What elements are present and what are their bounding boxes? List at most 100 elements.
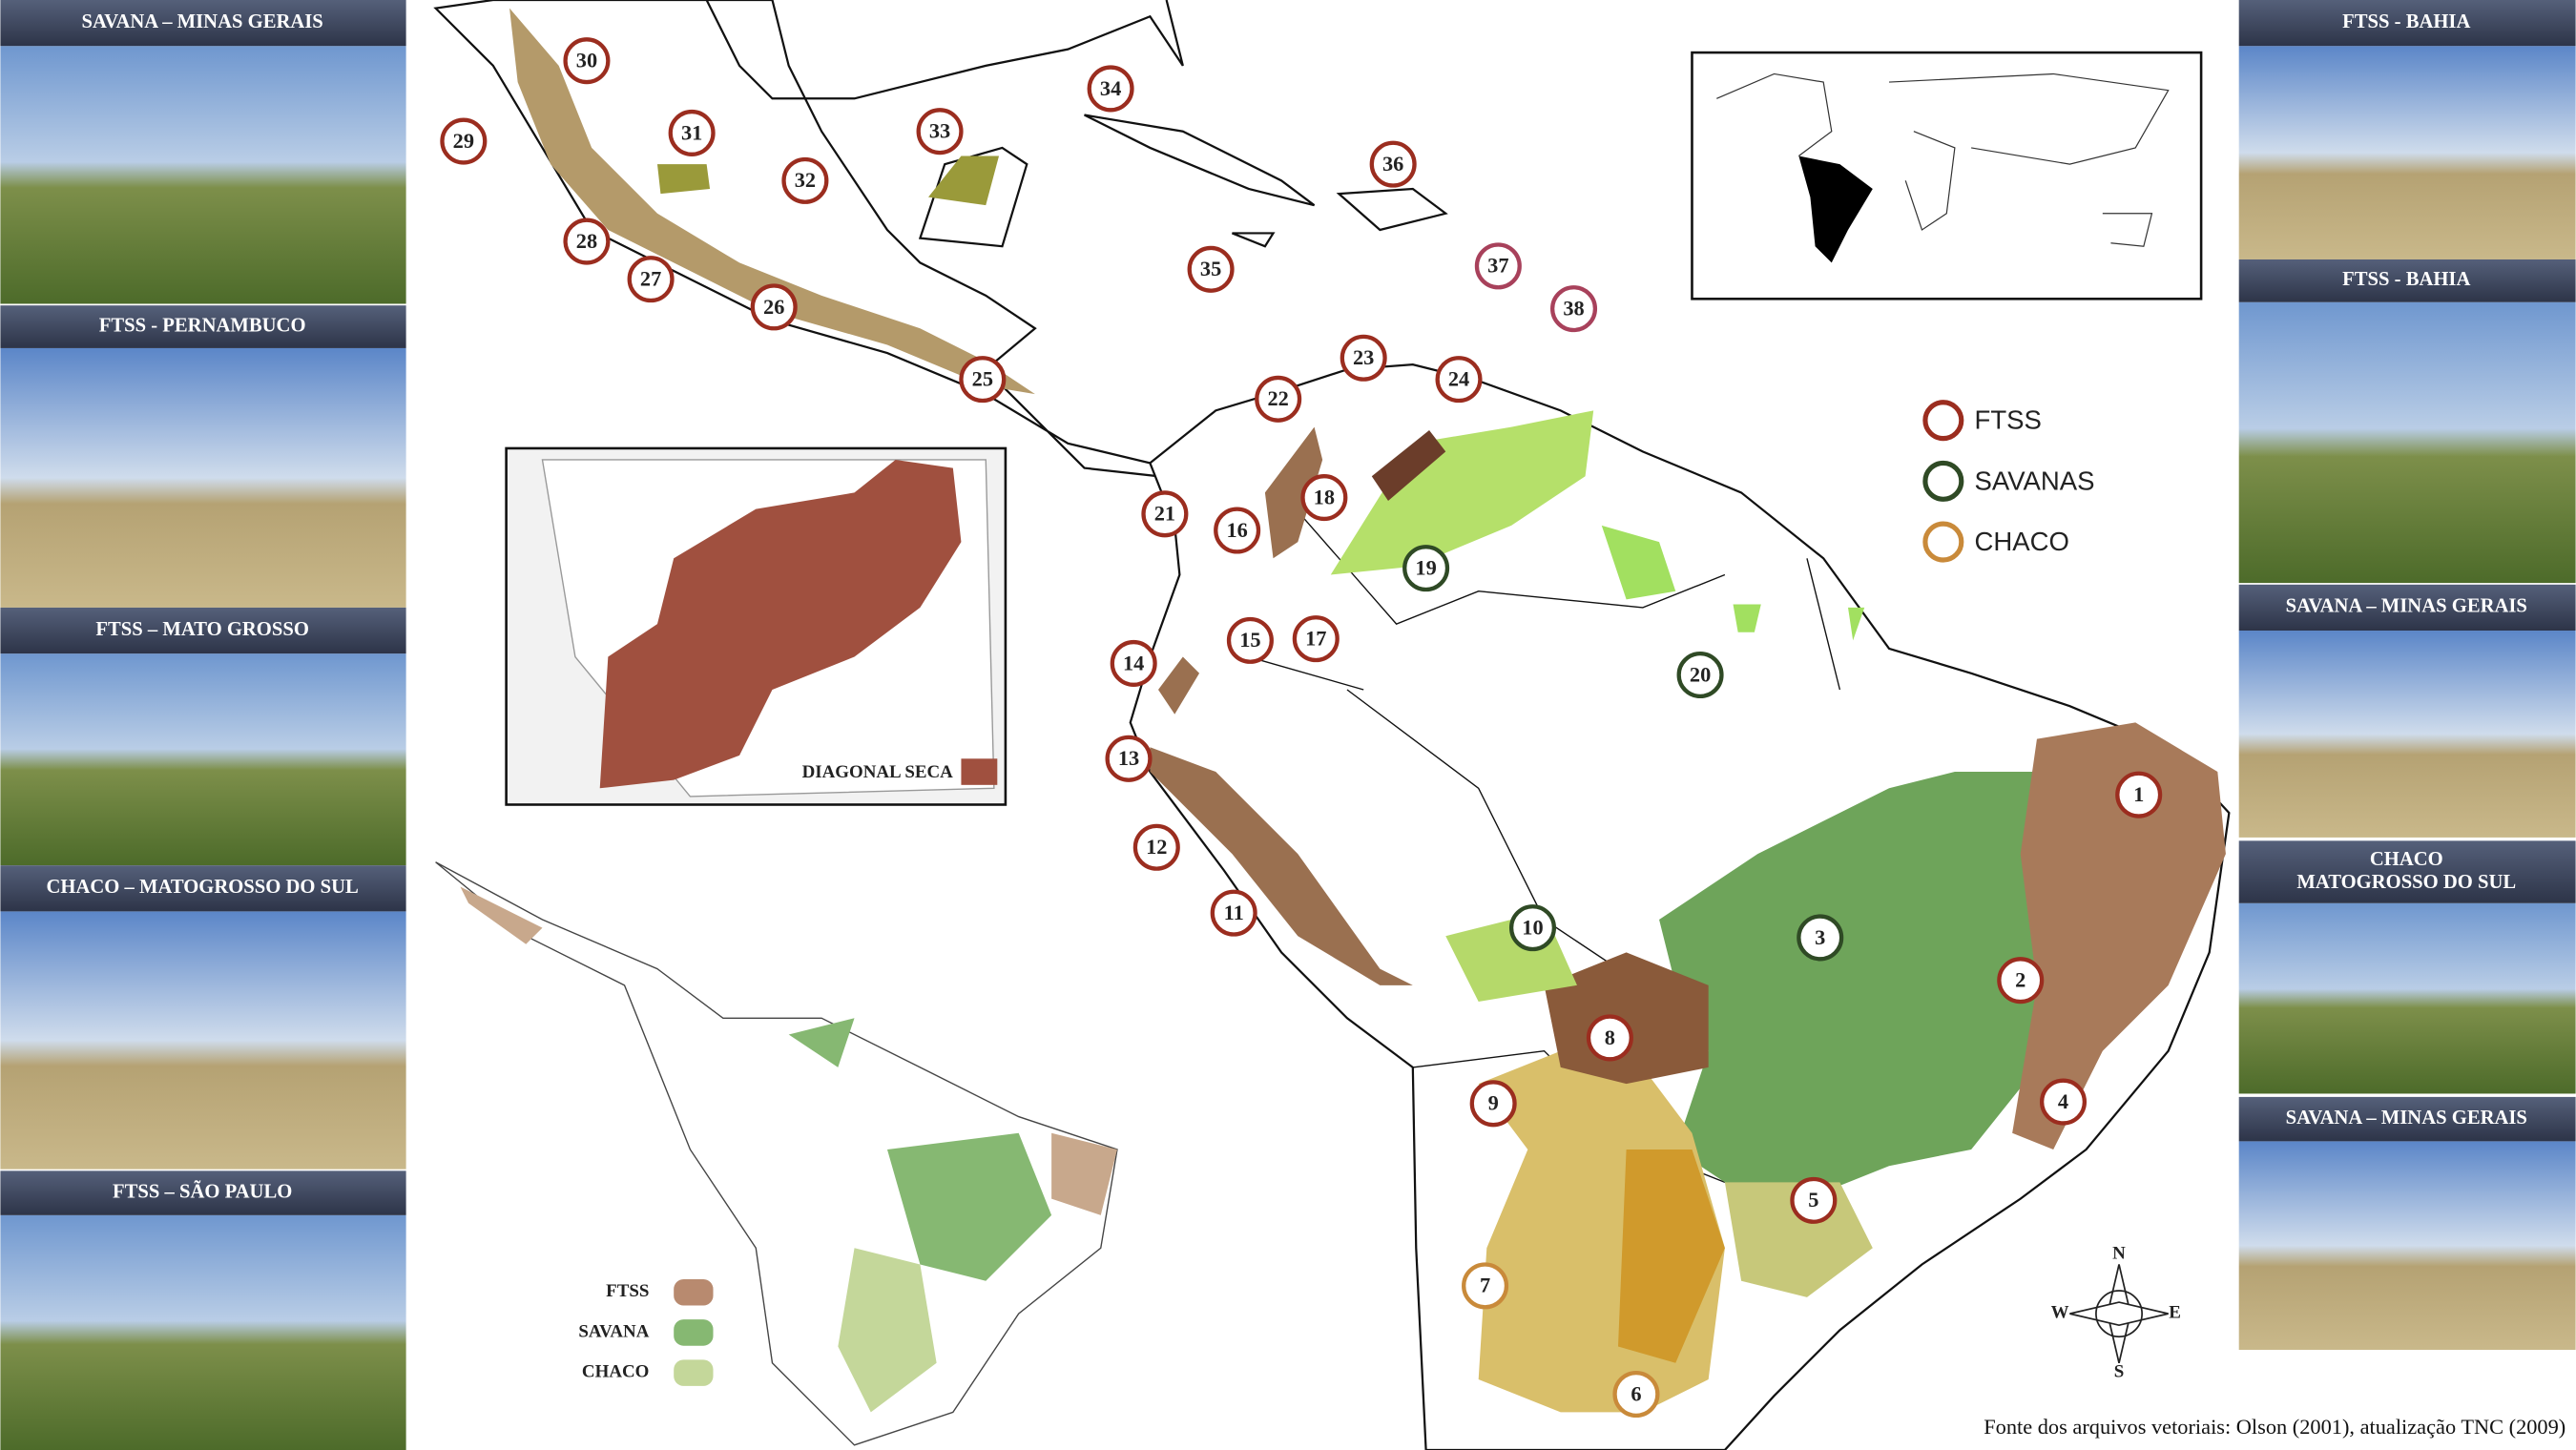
site-number: 27 — [640, 267, 661, 291]
compass-letter: N — [2112, 1243, 2126, 1263]
site-marker — [1340, 334, 1387, 382]
site-number: 19 — [1415, 555, 1436, 579]
mini-legend-swatch — [674, 1278, 714, 1306]
ftss-caatinga — [2012, 722, 2226, 1150]
site-number: 34 — [1100, 76, 1121, 100]
site-marker — [1676, 651, 1724, 699]
mini-legend-label: CHACO — [582, 1361, 649, 1381]
site-marker — [1292, 615, 1340, 663]
site-number: 21 — [1154, 502, 1175, 526]
legend-label: SAVANAS — [1975, 466, 2095, 495]
ftss-andes — [1150, 426, 1413, 985]
ftss-chiquitano — [1544, 952, 1709, 1085]
site-marker — [1474, 242, 1522, 290]
site-marker — [2115, 771, 2163, 818]
site-marker — [627, 256, 675, 303]
mini-chaco — [838, 1248, 937, 1413]
site-number: 15 — [1239, 628, 1260, 652]
legend-label: CHACO — [1975, 527, 2069, 556]
north-america-coast — [705, 0, 1184, 100]
site-number: 13 — [1118, 746, 1139, 770]
hispaniola — [1336, 187, 1448, 232]
site-number: 14 — [1123, 651, 1144, 674]
photo-caption: FTSS – MATO GROSSO — [95, 619, 308, 640]
photo-caption: FTSS – SÃO PAULO — [113, 1180, 292, 1202]
photo-caption-bar — [0, 1170, 406, 1215]
photo-caption-bar — [2238, 840, 2576, 903]
ftss-mexico — [509, 8, 1035, 395]
site-number: 28 — [576, 229, 597, 253]
site-marker — [1469, 1080, 1517, 1128]
site-marker — [1087, 65, 1134, 113]
photo-caption-bar — [2238, 1096, 2576, 1142]
site-number: 37 — [1487, 254, 1508, 278]
savana-llanos — [1330, 410, 1594, 575]
site-marker — [1612, 1370, 1660, 1419]
site-number: 18 — [1314, 485, 1335, 508]
site-number: 33 — [929, 119, 950, 143]
photo-caption: MATOGROSSO DO SUL — [2296, 872, 2516, 893]
site-marker — [1435, 356, 1483, 404]
site-number: 2 — [2015, 968, 2025, 992]
site-marker — [1790, 1176, 1838, 1224]
site-marker — [440, 117, 488, 165]
site-marker — [1586, 1014, 1633, 1062]
site-number: 4 — [2058, 1089, 2068, 1113]
savana-region — [1659, 772, 2070, 1199]
photo — [0, 46, 406, 304]
photo-caption: SAVANA – MINAS GERAIS — [2286, 1108, 2527, 1129]
photo — [2238, 46, 2576, 259]
site-number: 12 — [1146, 835, 1167, 859]
mini-savana — [788, 1018, 1052, 1281]
site-marker — [563, 218, 611, 265]
site-number: 38 — [1563, 296, 1584, 320]
site-marker — [1797, 914, 1844, 962]
photo-caption: FTSS - BAHIA — [2342, 11, 2470, 32]
site-marker — [1549, 285, 1598, 333]
site-marker — [1226, 616, 1274, 664]
site-marker — [750, 283, 798, 331]
photo-caption: FTSS - PERNAMBUCO — [99, 315, 306, 336]
site-marker — [1300, 474, 1348, 522]
site-marker — [1141, 490, 1189, 538]
site-marker — [1369, 140, 1417, 188]
site-marker — [2039, 1078, 2088, 1126]
photo-caption: CHACO — [2370, 849, 2443, 870]
inset-swatch — [961, 758, 998, 785]
photo — [2238, 631, 2576, 838]
photo — [2238, 301, 2576, 584]
site-number: 16 — [1226, 518, 1247, 542]
site-number: 35 — [1200, 257, 1221, 280]
site-marker — [1105, 735, 1153, 782]
site-number: 10 — [1522, 915, 1543, 939]
diagonal-shape — [599, 459, 962, 789]
compass-letter: E — [2169, 1302, 2181, 1322]
photo-caption-bar — [0, 305, 406, 348]
site-number: 20 — [1690, 662, 1711, 686]
site-marker — [563, 37, 611, 85]
jamaica — [1232, 232, 1276, 248]
site-number: 31 — [681, 120, 702, 144]
legend-symbol — [1922, 400, 1964, 442]
site-number: 24 — [1448, 367, 1469, 391]
source-note: Fonte dos arquivos vetoriais: Olson (200… — [1984, 1415, 2566, 1439]
site-marker — [1110, 639, 1157, 687]
site-number: 17 — [1305, 626, 1326, 650]
mini-legend-swatch — [674, 1319, 714, 1346]
site-marker — [916, 108, 964, 155]
site-marker — [1214, 507, 1261, 554]
site-number: 11 — [1224, 901, 1244, 924]
photo — [2238, 902, 2576, 1094]
site-number: 1 — [2133, 782, 2144, 806]
site-number: 25 — [972, 367, 993, 391]
site-marker — [1132, 823, 1180, 871]
site-number: 6 — [1631, 1381, 1641, 1405]
photo-caption: FTSS - BAHIA — [2342, 269, 2470, 290]
photo-caption: CHACO – MATOGROSSO DO SUL — [47, 877, 359, 898]
site-marker — [1462, 1262, 1509, 1310]
site-number: 9 — [1488, 1091, 1499, 1115]
savana-guiana — [1601, 525, 1865, 641]
site-marker — [781, 156, 829, 204]
world-inset — [1691, 51, 2203, 300]
